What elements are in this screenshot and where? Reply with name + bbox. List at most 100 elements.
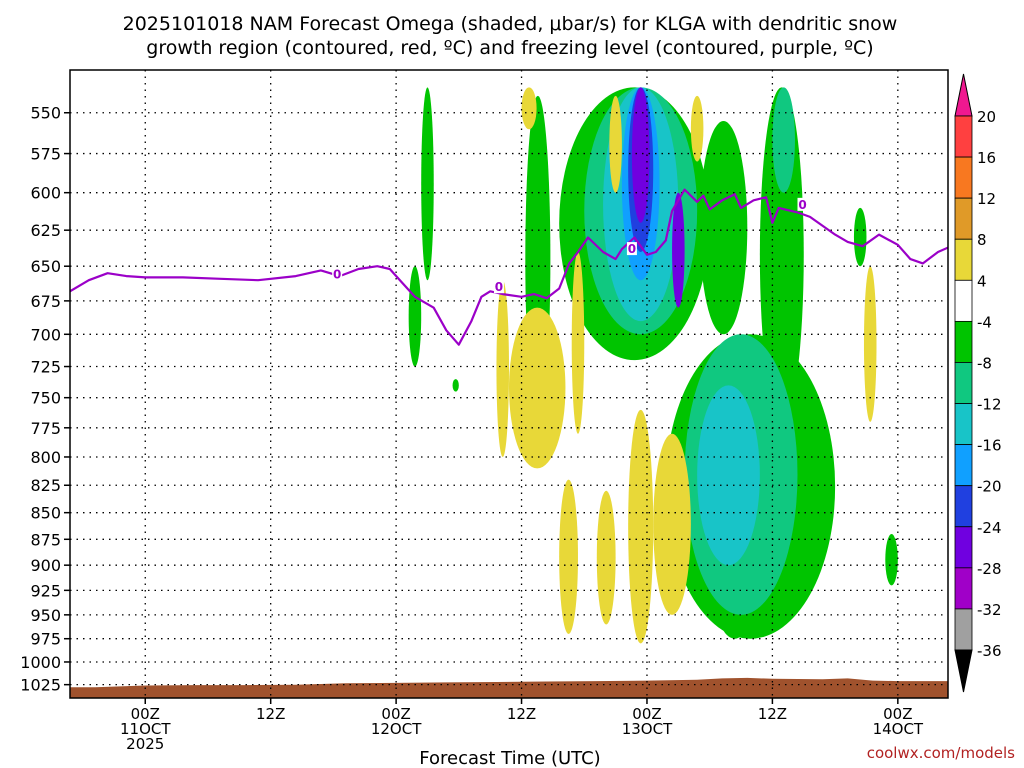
colorbar-tick-label-7: -12 — [977, 396, 1002, 414]
colorbar-band-10 — [954, 526, 973, 569]
colorbar-tick-label-11: -28 — [977, 560, 1002, 578]
y-tick-label-550: 550 — [30, 104, 61, 123]
colorbar-band-12 — [954, 608, 973, 651]
colorbar-tick-label-10: -24 — [977, 519, 1002, 537]
freezing-level-label-0: 0 — [333, 268, 341, 282]
y-tick-label-1000: 1000 — [20, 653, 61, 672]
omega-region-26 — [596, 490, 616, 625]
colorbar-tick-label-2: 12 — [977, 190, 996, 208]
terrain-fill — [70, 677, 948, 698]
colorbar-tick-label-4: 4 — [977, 272, 987, 290]
colorbar-band-4 — [954, 279, 973, 322]
omega-region-13 — [772, 87, 795, 193]
colorbar-band-7 — [954, 403, 973, 446]
colorbar-tick-label-9: -20 — [977, 478, 1002, 496]
x-tick-label-3-0: 12Z — [507, 705, 536, 723]
y-tick-label-650: 650 — [30, 257, 61, 276]
colorbar-band-11 — [954, 567, 973, 610]
colorbar-tick-label-3: 8 — [977, 231, 987, 249]
colorbar-tick-label-13: -36 — [977, 642, 1002, 660]
y-tick-label-925: 925 — [30, 581, 61, 600]
chart-title-line-2: growth region (contoured, red, ºC) and f… — [146, 37, 873, 59]
colorbar-tick-label-6: -8 — [977, 354, 992, 372]
colorbar-band-2 — [954, 197, 973, 240]
x-tick-label-6-1: 14OCT — [873, 720, 924, 738]
omega-region-23 — [571, 251, 585, 434]
freezing-level-label-2: 0 — [628, 242, 636, 256]
colorbar-band-9 — [954, 485, 973, 528]
colorbar-bottom-arrow — [954, 649, 973, 693]
omega-region-4 — [408, 266, 422, 367]
colorbar-tick-label-8: -16 — [977, 437, 1002, 455]
freezing-level-label-3: 0 — [798, 198, 806, 212]
omega-region-15 — [697, 385, 760, 566]
x-tick-label-2-0: 00Z — [381, 705, 410, 723]
colorbar-tick-label-5: -4 — [977, 313, 992, 331]
omega-region-10 — [452, 379, 459, 392]
omega-region-20 — [521, 87, 537, 130]
omega-region-25 — [559, 479, 578, 634]
colorbar-tick-label-0: 20 — [977, 108, 996, 126]
omega-region-18 — [631, 87, 650, 223]
grid-lines — [70, 70, 948, 698]
colorbar-top-arrow — [954, 73, 973, 117]
x-tick-label-4-0: 00Z — [632, 705, 661, 723]
x-tick-label-0-0: 00Z — [131, 705, 160, 723]
x-tick-label-4-1: 13OCT — [622, 720, 673, 738]
colorbar: 20 16 12 8 4 -4 -8 -12 -16 -20 -24 -28 -32 -36 — [954, 73, 1002, 693]
x-tick-label-0-1: 11OCT — [120, 720, 171, 738]
colorbar-band-6 — [954, 362, 973, 404]
colorbar-tick-label-1: 16 — [977, 149, 996, 167]
omega-region-8 — [853, 207, 867, 267]
colorbar-band-8 — [954, 444, 973, 487]
colorbar-band-3 — [954, 238, 973, 281]
omega-region-28 — [653, 433, 691, 615]
plot-background — [70, 70, 948, 698]
colorbar-tick-label-12: -32 — [977, 601, 1002, 619]
colorbar-band-0 — [954, 115, 973, 158]
y-tick-label-825: 825 — [30, 476, 61, 495]
y-tick-label-875: 875 — [30, 530, 61, 549]
y-tick-label-625: 625 — [30, 221, 61, 240]
y-tick-label-725: 725 — [30, 358, 61, 377]
credit-label: coolwx.com/models — [867, 744, 1015, 762]
y-tick-label-1025: 1025 — [20, 676, 61, 695]
y-tick-label-900: 900 — [30, 556, 61, 575]
x-tick-label-2-1: 12OCT — [371, 720, 422, 738]
y-tick-label-675: 675 — [30, 292, 61, 311]
omega-region-3 — [421, 87, 434, 281]
omega-region-21 — [496, 280, 509, 457]
y-tick-label-975: 975 — [30, 630, 61, 649]
y-tick-label-800: 800 — [30, 448, 61, 467]
freezing-label-bg-2 — [626, 242, 637, 256]
y-tick-label-700: 700 — [30, 325, 61, 344]
omega-region-27 — [628, 409, 654, 644]
plot-frame — [69, 69, 949, 699]
x-tick-label-5-0: 12Z — [758, 705, 787, 723]
freezing-label-bg-0 — [332, 267, 343, 281]
x-tick-label-6-0: 00Z — [883, 705, 912, 723]
omega-region-9 — [885, 534, 898, 586]
chart-title-line-1: 2025101018 NAM Forecast Omega (shaded, μ… — [123, 13, 898, 35]
y-tick-label-575: 575 — [30, 145, 61, 164]
omega-region-24 — [609, 95, 622, 193]
omega-region-29 — [690, 95, 704, 162]
omega-shading — [408, 87, 898, 644]
y-tick-label-950: 950 — [30, 606, 61, 625]
y-tick-label-850: 850 — [30, 504, 61, 523]
freezing-label-bg-1 — [493, 280, 504, 294]
omega-region-2 — [699, 121, 748, 335]
omega-region-22 — [509, 307, 566, 469]
y-tick-label-750: 750 — [30, 389, 61, 408]
omega-region-30 — [863, 266, 877, 422]
colorbar-band-5 — [954, 320, 973, 363]
freezing-level-contour: 0 0 0 0 — [70, 188, 948, 346]
freezing-label-bg-3 — [797, 197, 808, 211]
y-tick-label-600: 600 — [30, 184, 61, 203]
x-axis-label: Forecast Time (UTC) — [419, 748, 600, 768]
omega-region-19 — [672, 192, 685, 308]
terrain-layer — [70, 677, 948, 698]
y-axis-ticks: 550 575 600 625 650 675 700 725 750 775 800 825 850 8… — [20, 104, 70, 695]
